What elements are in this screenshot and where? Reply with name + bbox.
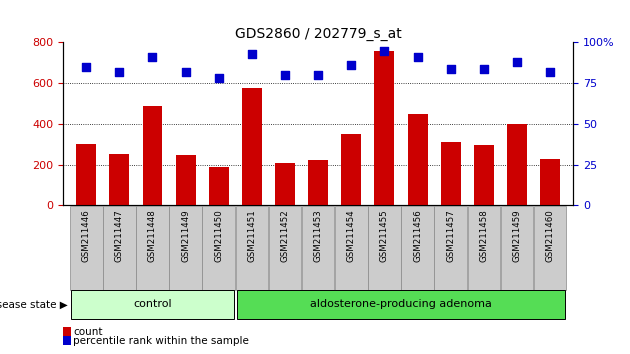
Bar — [275, 162, 295, 205]
Bar — [308, 160, 328, 205]
Text: GSM211450: GSM211450 — [214, 210, 223, 262]
Bar — [540, 159, 560, 205]
Bar — [242, 88, 262, 205]
Text: control: control — [133, 299, 172, 309]
Bar — [176, 155, 195, 205]
Bar — [474, 145, 494, 205]
Text: GSM211453: GSM211453 — [314, 210, 323, 262]
Point — [247, 51, 257, 57]
Point — [479, 66, 489, 72]
Text: GSM211449: GSM211449 — [181, 210, 190, 262]
Point — [214, 75, 224, 81]
Text: GSM211451: GSM211451 — [248, 210, 256, 262]
Bar — [209, 167, 229, 205]
Bar — [507, 124, 527, 205]
Point — [413, 54, 423, 60]
Bar — [142, 105, 163, 205]
Point — [346, 62, 357, 68]
Text: GSM211446: GSM211446 — [82, 210, 91, 262]
Text: GSM211454: GSM211454 — [346, 210, 356, 262]
Point — [313, 72, 323, 78]
Point — [114, 69, 124, 75]
Point — [181, 69, 191, 75]
Point — [512, 59, 522, 65]
Text: GSM211458: GSM211458 — [479, 210, 488, 262]
Point — [545, 69, 555, 75]
Bar — [374, 51, 394, 205]
Text: GSM211448: GSM211448 — [148, 210, 157, 262]
Text: GSM211455: GSM211455 — [380, 210, 389, 262]
Text: GSM211452: GSM211452 — [280, 210, 290, 262]
Text: aldosterone-producing adenoma: aldosterone-producing adenoma — [310, 299, 492, 309]
Text: GSM211460: GSM211460 — [546, 210, 554, 262]
Bar — [341, 134, 361, 205]
Bar — [110, 154, 129, 205]
Title: GDS2860 / 202779_s_at: GDS2860 / 202779_s_at — [235, 28, 401, 41]
Point — [81, 64, 91, 70]
Point — [280, 72, 290, 78]
Text: GSM211457: GSM211457 — [446, 210, 455, 262]
Text: GSM211456: GSM211456 — [413, 210, 422, 262]
Text: percentile rank within the sample: percentile rank within the sample — [73, 336, 249, 346]
Bar — [441, 142, 461, 205]
Text: count: count — [73, 327, 103, 337]
Bar — [76, 144, 96, 205]
Point — [379, 48, 389, 53]
Point — [147, 54, 158, 60]
Point — [445, 66, 455, 72]
Text: disease state ▶: disease state ▶ — [0, 299, 68, 309]
Text: GSM211459: GSM211459 — [512, 210, 522, 262]
Bar — [408, 114, 428, 205]
Text: GSM211447: GSM211447 — [115, 210, 124, 262]
